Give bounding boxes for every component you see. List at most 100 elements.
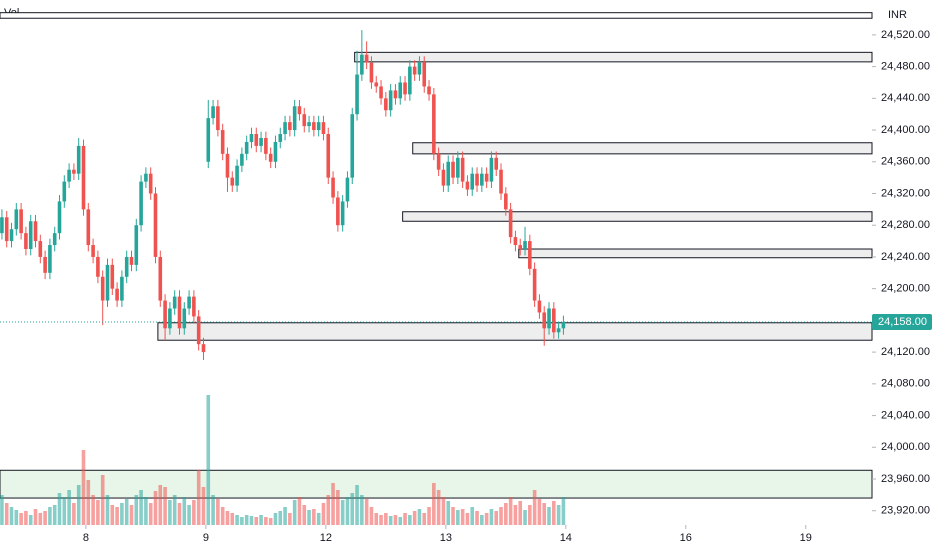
- candle-body: [230, 177, 235, 186]
- candle-body: [216, 106, 220, 131]
- candle-body: [326, 134, 331, 178]
- candle-body: [350, 114, 355, 178]
- volume-bar: [321, 503, 326, 525]
- candle-body: [110, 264, 115, 289]
- volume-bar: [134, 495, 139, 525]
- volume-bar: [561, 497, 566, 525]
- candle-body: [297, 106, 302, 115]
- candle-body: [52, 233, 57, 246]
- candle-body: [244, 141, 249, 154]
- volume-bar: [124, 499, 129, 525]
- candle-body: [249, 134, 254, 142]
- candle-body: [177, 296, 182, 329]
- volume-bar: [100, 475, 105, 525]
- candle-body: [4, 217, 9, 242]
- candle-body: [144, 173, 148, 182]
- candle-body: [187, 296, 191, 309]
- volume-bar: [201, 487, 206, 525]
- candle-body: [547, 308, 551, 329]
- y-tick-label: 24,400.00: [881, 124, 930, 136]
- volume-bar: [379, 515, 383, 525]
- candle-body: [379, 86, 383, 99]
- volume-bar: [288, 513, 292, 525]
- candle-body: [475, 173, 479, 186]
- volume-bar: [139, 490, 143, 525]
- volume-bar: [364, 499, 369, 525]
- volume-bar: [345, 497, 350, 525]
- candle-body: [24, 233, 28, 250]
- x-tick-label: 13: [440, 532, 452, 544]
- candle-body: [96, 256, 100, 277]
- volume-bar: [480, 515, 484, 525]
- candle-body: [124, 256, 129, 277]
- candle-body: [235, 165, 239, 186]
- volume-bar: [470, 507, 475, 525]
- volume-bar: [220, 507, 225, 525]
- candle-body: [432, 94, 436, 154]
- x-tick-label: 9: [203, 532, 209, 544]
- candle-body: [398, 82, 403, 99]
- candle-body: [412, 66, 417, 75]
- y-tick-label: 23,920.00: [881, 505, 930, 517]
- candle-body: [283, 122, 287, 135]
- volume-bar: [312, 509, 316, 525]
- volume-bar: [96, 500, 100, 525]
- candle-body: [316, 122, 321, 131]
- volume-bar: [148, 503, 153, 525]
- candle-body: [139, 181, 143, 226]
- volume-bar: [532, 490, 537, 525]
- volume-bar: [528, 505, 532, 525]
- zone: [354, 51, 873, 63]
- y-tick-label: 24,520.00: [881, 29, 930, 41]
- candle-body: [14, 209, 19, 230]
- volume-bar: [187, 505, 191, 525]
- volume-bar: [331, 483, 335, 525]
- volume-bar: [403, 513, 407, 525]
- volume-bar: [235, 515, 239, 525]
- volume-bar: [398, 517, 403, 525]
- volume-bar: [292, 500, 297, 525]
- candle-body: [552, 308, 556, 333]
- volume-bar: [254, 517, 259, 525]
- y-tick-label: 23,960.00: [881, 473, 930, 485]
- volume-bar: [76, 485, 81, 525]
- volume-bar: [81, 450, 86, 525]
- candle-body: [456, 157, 460, 178]
- volume-bar: [499, 507, 503, 525]
- zone: [0, 469, 873, 499]
- volume-bar: [67, 490, 71, 525]
- candle-body: [259, 137, 263, 146]
- y-tick-label: 24,240.00: [881, 251, 930, 263]
- volume-bar: [62, 497, 67, 525]
- candle-body: [480, 173, 484, 186]
- candle-body: [336, 197, 340, 226]
- volume-bar: [441, 497, 446, 525]
- volume-bar: [456, 510, 460, 525]
- volume-bar: [4, 503, 9, 525]
- candle-body: [43, 256, 47, 273]
- candle-body: [523, 241, 527, 250]
- volume-bar: [225, 511, 230, 525]
- candle-body: [0, 217, 4, 234]
- volume-bar: [326, 495, 331, 525]
- candle-body: [489, 157, 494, 182]
- volume-bar: [508, 497, 513, 525]
- candle-body: [134, 225, 139, 265]
- volume-bar: [43, 511, 47, 525]
- zone: [412, 142, 873, 155]
- volume-bar: [494, 511, 499, 525]
- y-tick-label: 24,440.00: [881, 92, 930, 104]
- candle-body: [91, 245, 95, 257]
- candle-body: [460, 157, 465, 182]
- volume-bar: [38, 513, 43, 525]
- y-tick-label: 24,120.00: [881, 346, 930, 358]
- candle-body: [268, 153, 273, 162]
- candle-body: [302, 114, 307, 127]
- candle-body: [292, 106, 297, 131]
- candle-body: [484, 173, 489, 182]
- candle-body: [148, 173, 153, 194]
- volume-bar: [52, 505, 57, 525]
- volume-bar: [153, 491, 158, 525]
- x-tick-label: 14: [560, 532, 572, 544]
